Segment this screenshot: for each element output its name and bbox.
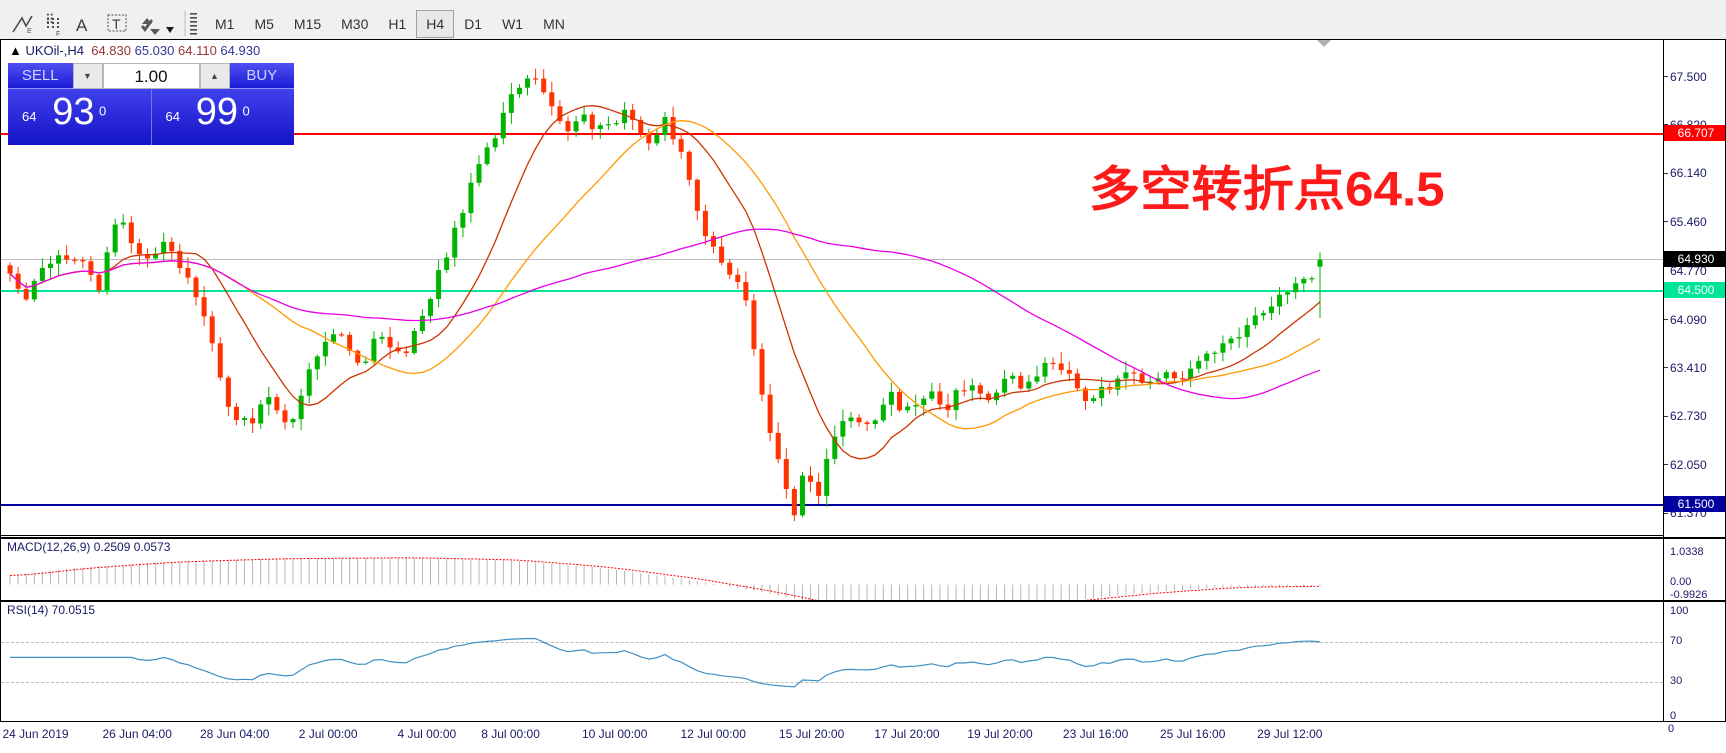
svg-text:F: F: [56, 31, 60, 38]
svg-text:A: A: [76, 16, 88, 35]
svg-text:E: E: [27, 28, 32, 35]
svg-text:T: T: [112, 16, 121, 32]
